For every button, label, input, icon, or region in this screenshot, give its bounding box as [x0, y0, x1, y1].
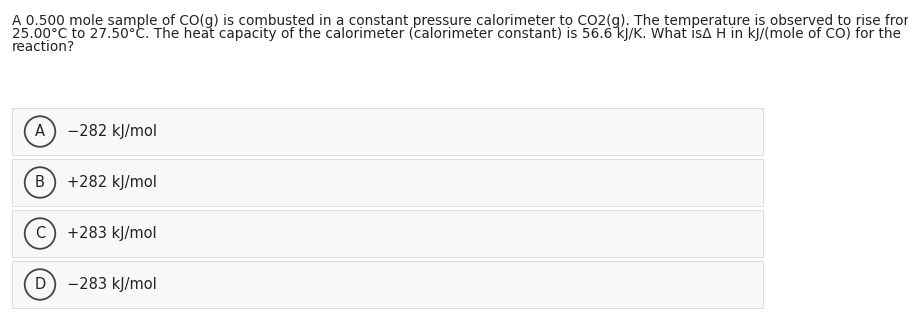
FancyBboxPatch shape [12, 261, 763, 308]
Circle shape [25, 116, 55, 147]
FancyBboxPatch shape [12, 210, 763, 257]
FancyBboxPatch shape [12, 159, 763, 206]
Text: C: C [35, 226, 45, 241]
FancyBboxPatch shape [12, 108, 763, 155]
Text: A 0.500 mole sample of CO(g) is combusted in a constant pressure calorimeter to : A 0.500 mole sample of CO(g) is combuste… [12, 14, 908, 28]
Circle shape [25, 269, 55, 300]
Text: +282 kJ/mol: +282 kJ/mol [67, 175, 157, 190]
Text: −282 kJ/mol: −282 kJ/mol [67, 124, 157, 139]
Text: B: B [35, 175, 44, 190]
Text: reaction?: reaction? [12, 40, 75, 54]
Circle shape [25, 218, 55, 249]
Text: A: A [35, 124, 45, 139]
Text: +283 kJ/mol: +283 kJ/mol [67, 226, 156, 241]
Text: D: D [35, 277, 45, 292]
Text: −283 kJ/mol: −283 kJ/mol [67, 277, 157, 292]
Text: 25.00°C to 27.50°C. The heat capacity of the calorimeter (calorimeter constant) : 25.00°C to 27.50°C. The heat capacity of… [12, 27, 901, 41]
Circle shape [25, 167, 55, 198]
